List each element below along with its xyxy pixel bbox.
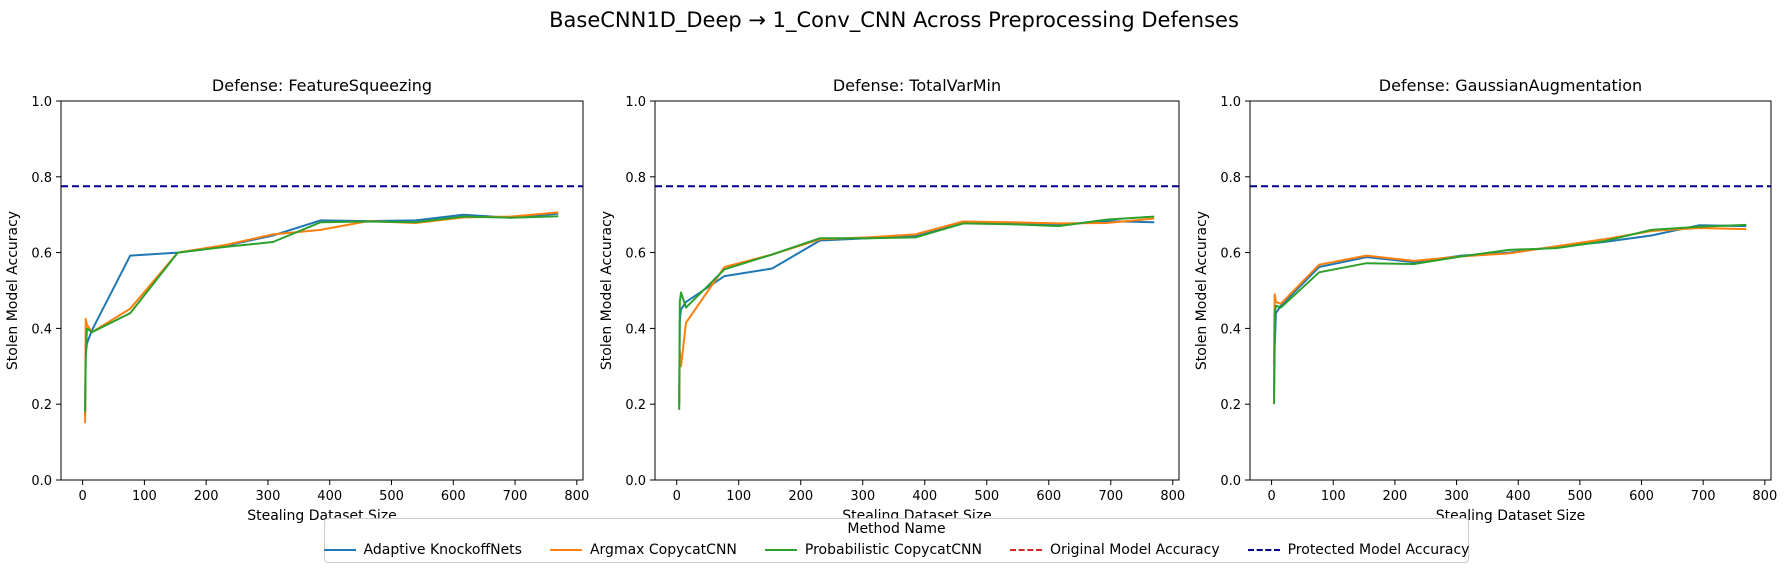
legend-items: Adaptive KnockoffNets Argmax CopycatCNN … (323, 542, 1470, 558)
y-axis-label: Stolen Model Accuracy (1194, 211, 1210, 370)
y-tick-label: 0.8 (625, 171, 646, 186)
x-tick-label: 0 (673, 489, 681, 504)
x-axis-label: Stealing Dataset Size (1436, 508, 1586, 524)
series-line-argmax-copycatcnn (1273, 227, 1747, 367)
x-tick-label: 100 (132, 489, 157, 504)
y-tick-label: 1.0 (31, 95, 52, 110)
series-line-probabilistic-copycatcnn (1273, 223, 1747, 405)
series-line-adaptive-knockoffnets (1273, 224, 1747, 397)
legend-label: Original Model Accuracy (1049, 542, 1220, 558)
x-tick-label: 500 (974, 489, 999, 504)
x-tick-label: 500 (1567, 489, 1592, 504)
x-tick-label: 700 (1691, 489, 1716, 504)
x-tick-label: 200 (194, 489, 219, 504)
x-tick-label: 0 (1267, 489, 1275, 504)
x-tick-label: 600 (1036, 489, 1061, 504)
legend-label: Protected Model Accuracy (1287, 542, 1470, 558)
plot-frame (1249, 100, 1772, 481)
y-tick-label: 0.4 (31, 322, 52, 337)
x-tick-label: 300 (256, 489, 281, 504)
x-tick-label: 0 (78, 489, 86, 504)
x-tick-label: 400 (1506, 489, 1531, 504)
y-tick-label: 0.0 (625, 474, 646, 489)
series-line-argmax-copycatcnn (84, 211, 559, 424)
legend-item-adaptive-knockoffnets: Adaptive KnockoffNets (323, 542, 522, 558)
y-tick-label: 0.2 (625, 398, 646, 413)
x-tick-label: 300 (1444, 489, 1469, 504)
x-tick-label: 100 (726, 489, 751, 504)
x-tick-label: 600 (1629, 489, 1654, 504)
x-tick-label: 700 (503, 489, 528, 504)
legend-swatch (764, 549, 797, 551)
x-tick-label: 200 (788, 489, 813, 504)
y-tick-label: 0.0 (1220, 474, 1241, 489)
x-tick-label: 700 (1098, 489, 1123, 504)
y-tick-label: 0.6 (1220, 247, 1241, 262)
y-tick-label: 0.8 (1220, 171, 1241, 186)
y-tick-label: 1.0 (1220, 95, 1241, 110)
series-line-probabilistic-copycatcnn (678, 215, 1155, 410)
figure-title: BaseCNN1D_Deep → 1_Conv_CNN Across Prepr… (549, 8, 1239, 33)
chart-panel-2: Defense: TotalVarMin 0 100 200 300 400 500 600 7… (599, 76, 1185, 524)
y-tick-label: 0.2 (31, 398, 52, 413)
y-axis-label: Stolen Model Accuracy (5, 211, 21, 370)
y-tick-label: 0.4 (1220, 322, 1241, 337)
x-tick-label: 800 (1160, 489, 1185, 504)
y-tick-label: 1.0 (625, 95, 646, 110)
y-tick-label: 0.2 (1220, 398, 1241, 413)
panel-title: Defense: TotalVarMin (833, 76, 1001, 95)
legend-label: Adaptive KnockoffNets (363, 542, 522, 558)
y-tick-label: 0.8 (31, 171, 52, 186)
panel-title: Defense: GaussianAugmentation (1379, 76, 1642, 95)
legend-item-probabilistic-copycatcnn: Probabilistic CopycatCNN (764, 542, 982, 558)
x-tick-label: 400 (912, 489, 937, 504)
x-tick-label: 800 (564, 489, 589, 504)
y-tick-label: 0.0 (31, 474, 52, 489)
legend-swatch (549, 549, 582, 551)
y-tick-label: 0.6 (31, 247, 52, 262)
x-tick-label: 100 (1321, 489, 1346, 504)
x-tick-label: 300 (850, 489, 875, 504)
plot-frame (654, 100, 1180, 481)
plot-frame (60, 100, 584, 481)
legend-item-original-model-accuracy: Original Model Accuracy (1009, 542, 1220, 558)
x-tick-label: 500 (379, 489, 404, 504)
series-line-probabilistic-copycatcnn (84, 215, 559, 412)
legend-title: Method Name (847, 521, 946, 537)
x-tick-label: 800 (1752, 489, 1777, 504)
x-tick-label: 400 (317, 489, 342, 504)
panel-title: Defense: FeatureSqueezing (212, 76, 432, 95)
series-line-argmax-copycatcnn (678, 217, 1155, 405)
legend-item-protected-model-accuracy: Protected Model Accuracy (1247, 542, 1470, 558)
legend-label: Argmax CopycatCNN (589, 542, 737, 558)
legend: Method Name Adaptive KnockoffNets Argmax… (323, 518, 1470, 563)
y-tick-label: 0.4 (625, 322, 646, 337)
legend-swatch (1009, 549, 1042, 551)
legend-label: Probabilistic CopycatCNN (804, 542, 982, 558)
series-line-adaptive-knockoffnets (84, 212, 559, 416)
y-tick-label: 0.6 (625, 247, 646, 262)
chart-panel-1: Defense: FeatureSqueezing 0 100 200 300 400 50… (5, 76, 589, 524)
x-tick-label: 600 (441, 489, 466, 504)
y-axis-label: Stolen Model Accuracy (599, 211, 615, 370)
series-line-adaptive-knockoffnets (678, 220, 1155, 405)
legend-item-argmax-copycatcnn: Argmax CopycatCNN (549, 542, 737, 558)
legend-swatch (323, 549, 356, 551)
chart-panel-3: Defense: GaussianAugmentation 0 100 200 300 4… (1194, 76, 1777, 524)
x-tick-label: 200 (1382, 489, 1407, 504)
legend-swatch (1247, 549, 1280, 551)
